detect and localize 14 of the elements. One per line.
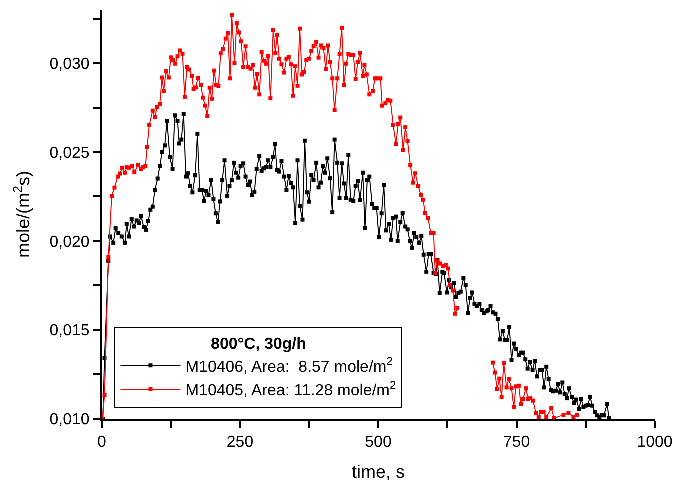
x-axis-title: time, s [352,462,406,482]
y-tick-label: 0,010 [50,412,90,429]
x-tick-label: 250 [226,434,254,452]
legend-label: M10406, Area: 8.57 mole/m$^{2}$ [186,356,393,376]
y-tick-label: 0,030 [50,56,90,73]
x-tick-label: 500 [365,434,392,452]
x-tick-label: 0 [98,434,107,452]
legend-label: M10405, Area: 11.28 mole/m$^{2}$ [186,380,396,400]
y-tick-label: 0,025 [50,144,90,162]
x-tick-label: 750 [503,434,530,452]
y-tick-label: 0,020 [50,234,90,251]
legend-title: 800°C, 30g/h [211,336,306,353]
x-tick-label: 1000 [637,434,673,452]
y-tick-label: 0,015 [50,322,90,340]
